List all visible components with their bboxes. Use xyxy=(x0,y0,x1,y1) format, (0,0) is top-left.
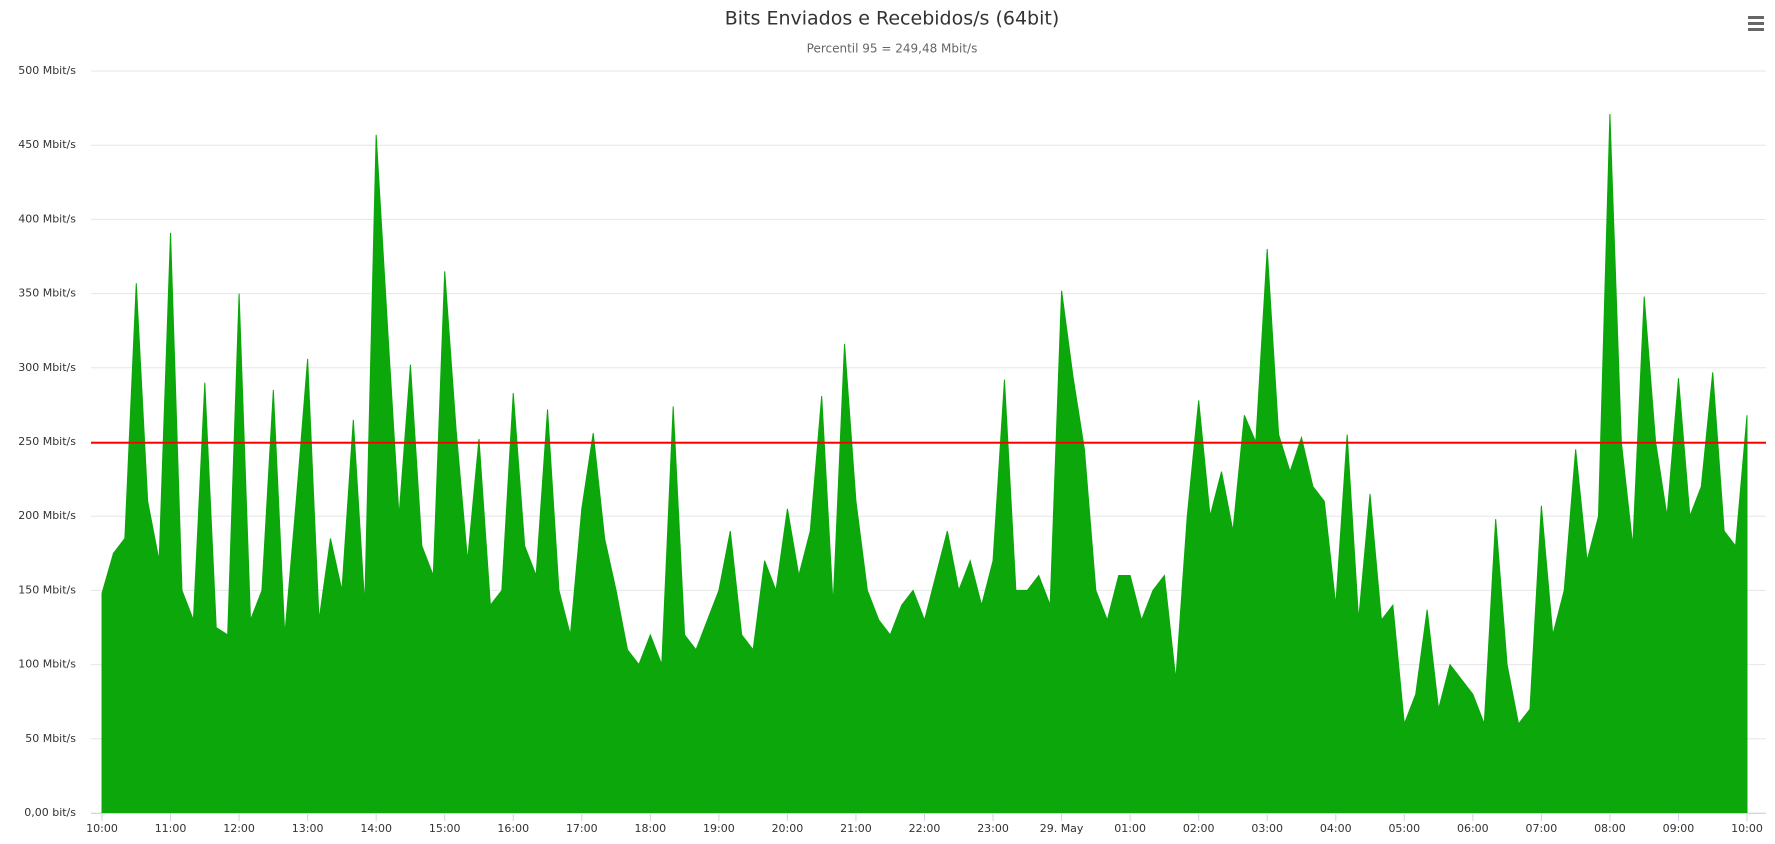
x-tick-label: 17:00 xyxy=(566,822,598,835)
y-tick-label: 150 Mbit/s xyxy=(18,583,76,596)
x-tick-label: 14:00 xyxy=(360,822,392,835)
y-tick-label: 200 Mbit/s xyxy=(18,509,76,522)
x-tick-label: 10:00 xyxy=(86,822,118,835)
x-tick-label: 21:00 xyxy=(840,822,872,835)
x-tick-label: 05:00 xyxy=(1388,822,1420,835)
x-tick-label: 22:00 xyxy=(909,822,941,835)
x-tick-label: 13:00 xyxy=(292,822,324,835)
menu-bar[interactable] xyxy=(1748,22,1764,25)
y-tick-label: 300 Mbit/s xyxy=(18,361,76,374)
y-tick-label: 50 Mbit/s xyxy=(25,732,76,745)
menu-bar[interactable] xyxy=(1748,16,1764,19)
x-tick-label: 15:00 xyxy=(429,822,461,835)
y-tick-label: 450 Mbit/s xyxy=(18,138,76,151)
x-tick-label: 09:00 xyxy=(1663,822,1695,835)
x-tick-label: 29. May xyxy=(1040,822,1084,835)
menu-button[interactable] xyxy=(1748,16,1764,31)
x-tick-label: 03:00 xyxy=(1251,822,1283,835)
x-tick-label: 06:00 xyxy=(1457,822,1489,835)
x-tick-label: 02:00 xyxy=(1183,822,1215,835)
y-tick-label: 500 Mbit/s xyxy=(18,64,76,77)
x-tick-label: 23:00 xyxy=(977,822,1009,835)
chart-title: Bits Enviados e Recebidos/s (64bit) xyxy=(725,8,1060,30)
x-tick-label: 01:00 xyxy=(1114,822,1146,835)
x-tick-label: 20:00 xyxy=(772,822,804,835)
x-tick-label: 11:00 xyxy=(155,822,187,835)
x-tick-label: 19:00 xyxy=(703,822,735,835)
y-tick-label: 100 Mbit/s xyxy=(18,658,76,671)
area xyxy=(101,114,1748,814)
x-tick-label: 10:00 xyxy=(1731,822,1763,835)
x-tick-label: 08:00 xyxy=(1594,822,1626,835)
y-tick-label: 400 Mbit/s xyxy=(18,212,76,225)
x-tick-label: 18:00 xyxy=(634,822,666,835)
x-tick-label: 16:00 xyxy=(497,822,529,835)
y-tick-label: 250 Mbit/s xyxy=(18,435,76,448)
x-tick-label: 12:00 xyxy=(223,822,255,835)
y-tick-label: 350 Mbit/s xyxy=(18,287,76,300)
x-tick-label: 04:00 xyxy=(1320,822,1352,835)
y-tick-label: 0,00 bit/s xyxy=(24,806,76,819)
chart-subtitle: Percentil 95 = 249,48 Mbit/s xyxy=(807,42,978,56)
menu-bar[interactable] xyxy=(1748,28,1764,31)
x-tick-label: 07:00 xyxy=(1526,822,1558,835)
